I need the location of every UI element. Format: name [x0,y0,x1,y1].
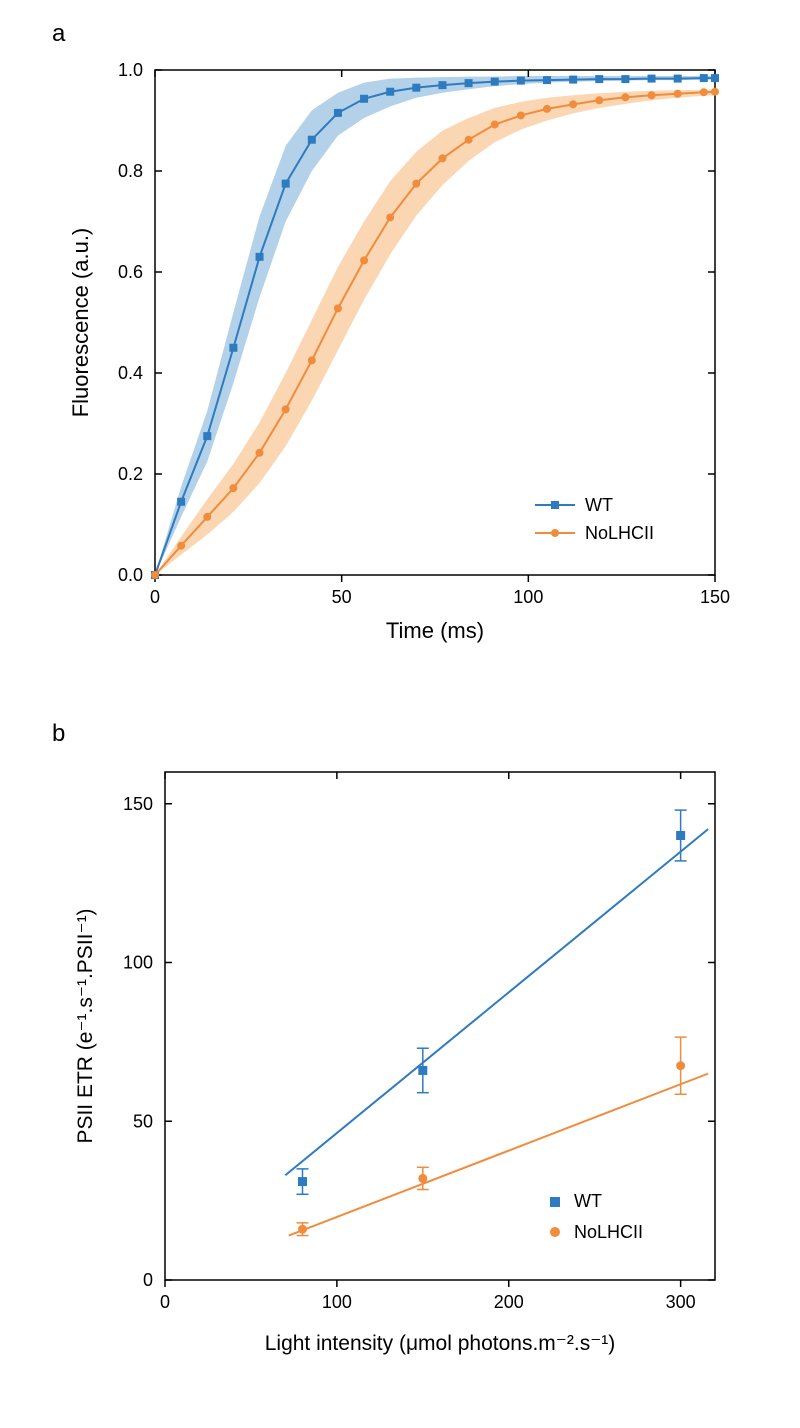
marker-circle [674,90,681,97]
fit-line [285,829,708,1175]
marker-circle [712,88,719,95]
ytick-label: 0.6 [118,262,143,282]
marker-circle [418,1174,427,1183]
axis-box [165,772,715,1280]
xtick-label: 50 [332,587,352,607]
legend-nolhc: NoLHCII [585,523,654,543]
marker-circle [361,257,368,264]
fit-line [289,1074,708,1236]
y-axis-title: Fluorescence (a.u.) [68,228,93,418]
marker-square [413,84,420,91]
marker-circle [413,180,420,187]
ytick-label: 1.0 [118,60,143,80]
page-root: a 0 50 100 150 0.0 0.2 0.4 0.6 0.8 1.0 Time (ms) Fl… [0,0,800,1428]
marker-circle [256,449,263,456]
marker-circle [152,572,159,579]
marker-square [465,80,472,87]
ytick-label: 0.4 [118,363,143,383]
marker-circle [439,155,446,162]
marker-circle [700,89,707,96]
marker-square [712,75,719,82]
xtick-label: 300 [666,1292,696,1312]
marker-circle [517,112,524,119]
panel-b-label: b [52,720,65,748]
marker-circle [204,513,211,520]
marker-square [648,75,655,82]
marker-circle [544,105,551,112]
legend: WT NoLHCII [535,495,654,543]
marker-square [517,77,524,84]
marker-square [418,1066,427,1075]
marker-square [282,180,289,187]
xtick-label: 100 [322,1292,352,1312]
marker-square [622,76,629,83]
legend: WT NoLHCII [550,1191,643,1242]
marker-square [256,253,263,260]
marker-circle [298,1225,307,1234]
marker-square [308,136,315,143]
marker-square [204,433,211,440]
xtick-label: 150 [700,587,730,607]
chart-b-svg: 0 100 200 300 0 50 100 150 Light intensity (μmol… [60,752,740,1372]
ytick-label: 0.0 [118,565,143,585]
x-axis-title: Time (ms) [386,618,484,643]
ytick-label: 0.8 [118,161,143,181]
xtick-label: 0 [160,1292,170,1312]
ytick-label: 150 [123,794,153,814]
marker-square [544,77,551,84]
marker-square [570,76,577,83]
legend-nolhc: NoLHCII [574,1222,643,1242]
marker-square [439,82,446,89]
marker-square [178,498,185,505]
ytick-label: 100 [123,953,153,973]
marker-circle [491,121,498,128]
marker-circle [387,214,394,221]
marker-square [676,831,685,840]
marker-circle [230,485,237,492]
x-axis-title: Light intensity (μmol photons.m⁻².s⁻¹) [265,1332,616,1355]
y-axis-title: PSII ETR (e⁻¹.s⁻¹.PSII⁻¹) [74,908,97,1143]
marker-square [387,88,394,95]
marker-circle [648,92,655,99]
chart-a: 0 50 100 150 0.0 0.2 0.4 0.6 0.8 1.0 Time (ms) Fluo… [60,50,740,660]
marker-circle [676,1061,685,1070]
marker-circle [596,97,603,104]
marker-square [298,1177,307,1186]
ytick-label: 0.2 [118,464,143,484]
marker-circle [465,136,472,143]
ytick-label: 0 [143,1270,153,1290]
xtick-label: 0 [150,587,160,607]
marker-circle [308,357,315,364]
xtick-label: 100 [513,587,543,607]
marker-circle [282,406,289,413]
chart-b: 0 100 200 300 0 50 100 150 Light intensity (μmol… [60,752,740,1372]
marker-square [334,109,341,116]
marker-circle [178,542,185,549]
marker-square [491,78,498,85]
marker-square [674,75,681,82]
marker-square [230,344,237,351]
legend-wt: WT [574,1191,602,1211]
marker-square [596,76,603,83]
ytick-label: 50 [133,1111,153,1131]
xtick-label: 200 [494,1292,524,1312]
marker-circle [570,101,577,108]
chart-a-svg: 0 50 100 150 0.0 0.2 0.4 0.6 0.8 1.0 Time (ms) Fluo… [60,50,740,660]
legend-wt: WT [585,495,613,515]
marker-square [700,75,707,82]
marker-circle [334,305,341,312]
marker-circle [622,94,629,101]
marker-square [361,95,368,102]
panel-a-label: a [52,20,65,48]
